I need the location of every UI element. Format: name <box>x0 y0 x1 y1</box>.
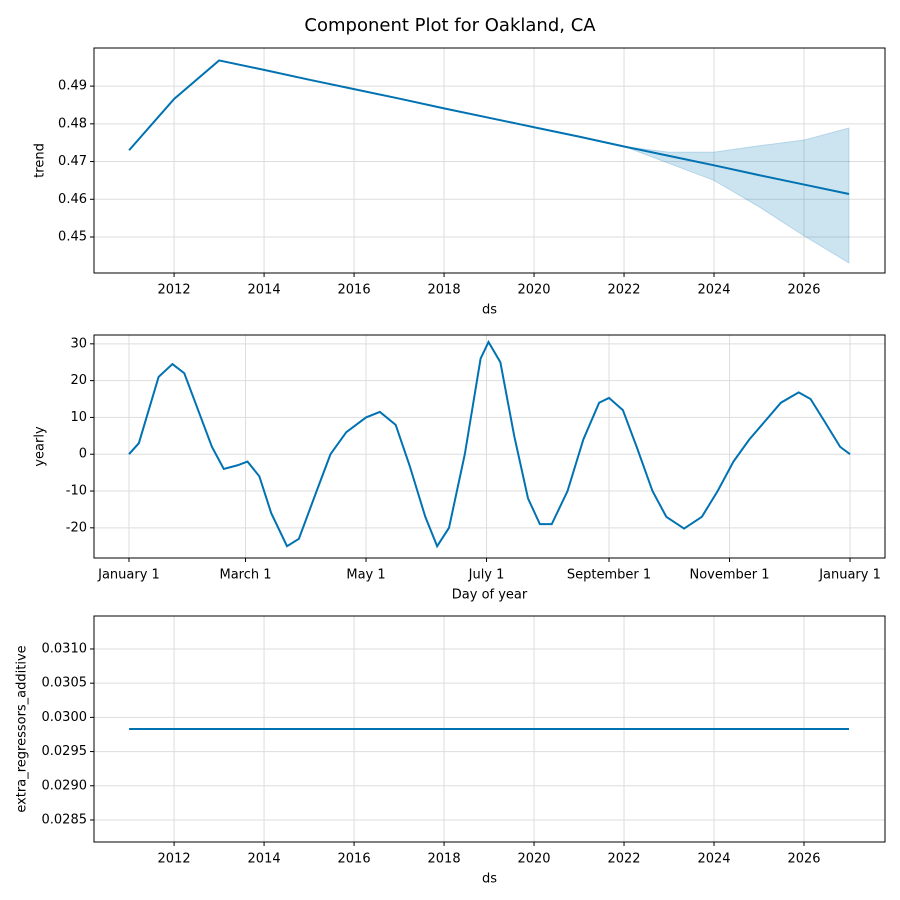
y-tick-label: 20 <box>70 373 87 388</box>
x-axis-label: ds <box>482 872 497 887</box>
axes-frame <box>93 47 886 274</box>
y-tick-label: -20 <box>66 520 87 535</box>
y-tick-label: 0.48 <box>58 116 87 131</box>
x-tick-label: 2014 <box>248 283 281 298</box>
y-axis-label: extra_regressors_additive <box>15 645 30 812</box>
x-tick-label: 2022 <box>607 852 640 867</box>
axes-frame <box>93 334 886 559</box>
x-tick-label: 2024 <box>697 852 730 867</box>
x-tick-label: May 1 <box>346 568 385 583</box>
line <box>128 59 850 195</box>
y-tick-label: 30 <box>70 336 87 351</box>
x-tick-label: 2014 <box>248 852 281 867</box>
x-axis-label: Day of year <box>452 588 528 603</box>
x-tick-label: 2016 <box>338 283 371 298</box>
y-tick-label: 0.0285 <box>42 812 88 827</box>
x-tick-label: 2026 <box>787 852 820 867</box>
y-tick-label: 0 <box>79 447 87 462</box>
x-axis-label: ds <box>482 303 497 318</box>
y-tick-label: 0.46 <box>58 192 87 207</box>
x-tick-label: January 1 <box>818 568 881 583</box>
x-tick-label: 2012 <box>158 852 191 867</box>
axes-frame <box>93 615 886 843</box>
y-tick-label: 0.0300 <box>42 710 88 725</box>
y-tick-label: 10 <box>70 410 87 425</box>
y-tick-label: 0.0310 <box>42 641 88 656</box>
uncertainty-band <box>623 127 850 264</box>
x-tick-label: 2012 <box>158 283 191 298</box>
x-tick-label: 2022 <box>607 283 640 298</box>
x-tick-label: September 1 <box>567 568 651 583</box>
y-tick-label: -10 <box>66 484 87 499</box>
figure-title: Component Plot for Oakland, CA <box>304 15 596 36</box>
x-tick-label: July 1 <box>468 568 505 583</box>
x-tick-label: 2020 <box>517 283 550 298</box>
y-tick-label: 0.45 <box>58 230 87 245</box>
x-tick-label: 2020 <box>517 852 550 867</box>
y-tick-label: 0.0290 <box>42 778 88 793</box>
x-tick-label: 2026 <box>787 283 820 298</box>
y-tick-label: 0.0295 <box>42 744 88 759</box>
x-tick-label: January 1 <box>97 568 160 583</box>
x-tick-label: 2018 <box>428 283 461 298</box>
x-tick-label: 2018 <box>428 852 461 867</box>
x-tick-label: 2016 <box>338 852 371 867</box>
y-tick-label: 0.49 <box>58 79 87 94</box>
y-axis-label: yearly <box>33 426 48 467</box>
x-tick-label: 2024 <box>697 283 730 298</box>
y-tick-label: 0.47 <box>58 154 87 169</box>
x-tick-label: March 1 <box>219 568 271 583</box>
y-tick-label: 0.0305 <box>42 676 88 691</box>
x-tick-label: November 1 <box>690 568 770 583</box>
y-axis-label: trend <box>33 143 48 178</box>
line <box>128 339 851 549</box>
